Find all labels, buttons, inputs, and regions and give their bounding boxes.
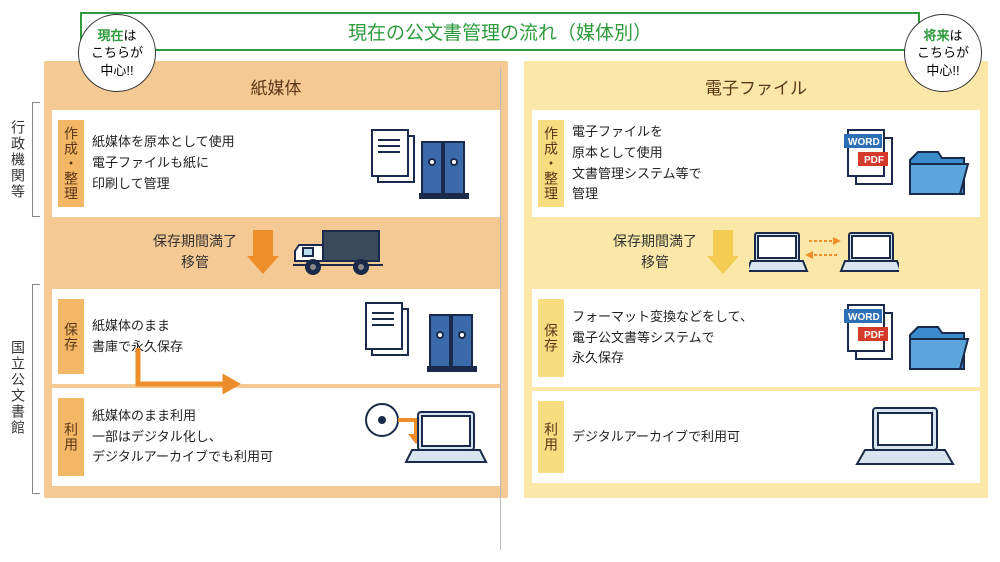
digital-stage-storage: 保存 フォーマット変換などをして、電子公文書等システムで永久保存 WORD PD…: [532, 289, 980, 387]
svg-text:WORD: WORD: [848, 312, 880, 323]
paper-stage-create: 作成・整理 紙媒体を原本として使用電子ファイルも紙に印刷して管理: [52, 110, 500, 217]
stage-label: 利用: [538, 401, 564, 473]
truck-icon: [289, 225, 399, 279]
docs-binders-icon: [360, 299, 490, 374]
svg-text:PDF: PDF: [864, 155, 884, 166]
svg-text:WORD: WORD: [848, 137, 880, 148]
row-label-org: 行政機関等: [8, 120, 28, 200]
panel-paper: 紙媒体 作成・整理 紙媒体を原本として使用電子ファイルも紙に印刷して管理 保存期…: [44, 61, 508, 498]
row-label-archive: 国立公文書館: [8, 340, 28, 436]
svg-text:PDF: PDF: [864, 330, 884, 341]
center-divider: [500, 67, 501, 550]
paper-stage-use: 利用 紙媒体のまま利用一部はデジタル化し、デジタルアーカイブでも利用可: [52, 388, 500, 486]
stage-desc: フォーマット変換などをして、電子公文書等システムで永久保存: [572, 307, 832, 369]
connector-arrow-icon: [48, 344, 248, 404]
digital-transition: 保存期間満了移管: [532, 221, 980, 283]
main-title: 現在の公文書管理の流れ（媒体別）: [80, 12, 920, 51]
files-folder-icon: WORD PDF: [840, 124, 970, 204]
laptops-transfer-icon: [749, 225, 899, 279]
row-labels-column: 行政機関等 国立公文書館: [8, 102, 28, 493]
stage-desc: デジタルアーカイブで利用可: [572, 427, 832, 448]
docs-binders-icon: [360, 126, 490, 201]
paper-transition: 保存期間満了移管: [52, 221, 500, 283]
panel-digital: 電子ファイル 作成・整理 電子ファイルを原本として使用文書管理システム等で管理 …: [524, 61, 988, 498]
stage-label: 保存: [538, 299, 564, 377]
callout-current: 現在はこちらが中心!!: [78, 14, 156, 92]
bracket-archive: [32, 284, 40, 494]
bracket-org: [32, 102, 40, 217]
stage-label: 利用: [58, 398, 84, 476]
digital-stage-create: 作成・整理 電子ファイルを原本として使用文書管理システム等で管理 WORD PD…: [532, 110, 980, 217]
laptop-icon: [840, 402, 970, 472]
transition-text: 保存期間満了移管: [153, 231, 237, 273]
files-folder-icon: WORD PDF: [840, 299, 970, 377]
callout-future: 将来はこちらが中心!!: [904, 14, 982, 92]
stage-label: 作成・整理: [538, 120, 564, 207]
arrow-down-icon: [247, 230, 279, 274]
digital-stage-use: 利用 デジタルアーカイブで利用可: [532, 391, 980, 483]
stage-desc: 紙媒体のまま利用一部はデジタル化し、デジタルアーカイブでも利用可: [92, 406, 352, 468]
arrow-down-icon: [707, 230, 739, 274]
stage-desc: 電子ファイルを原本として使用文書管理システム等で管理: [572, 122, 832, 205]
stage-label: 作成・整理: [58, 120, 84, 207]
transition-text: 保存期間満了移管: [613, 231, 697, 273]
stage-desc: 紙媒体を原本として使用電子ファイルも紙に印刷して管理: [92, 132, 352, 194]
cd-laptop-icon: [360, 398, 490, 476]
